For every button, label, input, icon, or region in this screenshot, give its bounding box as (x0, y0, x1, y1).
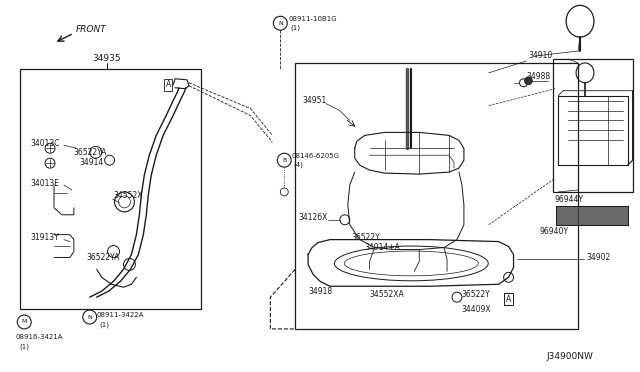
Text: FRONT: FRONT (76, 25, 107, 34)
Text: 34914+A: 34914+A (365, 243, 401, 252)
Text: 08916-3421A: 08916-3421A (15, 334, 63, 340)
Text: A: A (506, 295, 511, 304)
Text: 34902: 34902 (586, 253, 611, 262)
Text: 96944Y: 96944Y (554, 195, 583, 204)
Text: 34988: 34988 (527, 72, 550, 81)
Text: 34126X: 34126X (298, 213, 328, 222)
Text: 34409X: 34409X (461, 305, 491, 314)
Text: 36522YA: 36522YA (87, 253, 120, 262)
Text: 34951: 34951 (302, 96, 326, 105)
Text: 36522Y: 36522Y (461, 290, 490, 299)
Text: 08911-3422A: 08911-3422A (97, 312, 144, 318)
Text: 08146-6205G: 08146-6205G (291, 153, 339, 159)
Text: 08911-10B1G: 08911-10B1G (288, 16, 337, 22)
Text: (1): (1) (290, 25, 300, 32)
Text: 34918: 34918 (308, 287, 332, 296)
Circle shape (524, 77, 532, 85)
Text: 36522Y: 36522Y (352, 233, 381, 242)
Bar (295, 63, 578, 329)
Text: 34013E: 34013E (30, 179, 59, 187)
Bar (20, 69, 201, 309)
Text: 36522YA: 36522YA (74, 148, 108, 157)
Text: N: N (278, 21, 283, 26)
Text: B: B (282, 158, 286, 163)
Text: 34935: 34935 (92, 54, 121, 64)
Text: 31913Y: 31913Y (30, 233, 59, 242)
Text: 34914: 34914 (80, 158, 104, 167)
Text: M: M (22, 320, 27, 324)
Text: (1): (1) (100, 322, 109, 328)
Text: 34552X: 34552X (113, 192, 143, 201)
Text: 96940Y: 96940Y (540, 227, 569, 236)
Text: 34552XA: 34552XA (370, 290, 404, 299)
Text: 34013C: 34013C (30, 139, 60, 148)
Text: A: A (166, 80, 171, 89)
Text: 34910: 34910 (529, 51, 553, 61)
Bar (553, 59, 633, 192)
Bar (556, 206, 628, 225)
Text: (1): (1) (19, 343, 29, 350)
Text: N: N (87, 314, 92, 320)
Text: (4): (4) (293, 162, 303, 169)
Text: J34900NW: J34900NW (546, 352, 593, 361)
